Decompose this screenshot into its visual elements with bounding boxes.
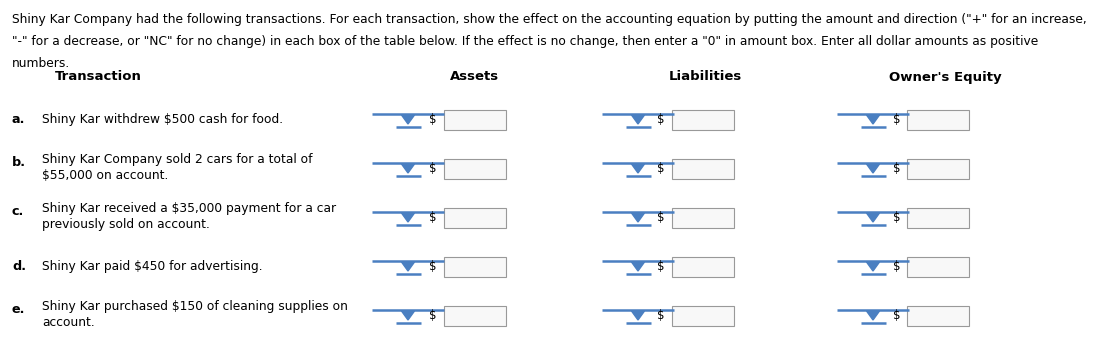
Text: a.: a. [12, 113, 25, 126]
FancyBboxPatch shape [907, 306, 969, 325]
Text: Shiny Kar withdrew $500 cash for food.: Shiny Kar withdrew $500 cash for food. [42, 113, 283, 126]
Text: $: $ [893, 260, 900, 273]
Text: $: $ [657, 113, 665, 126]
Text: $: $ [430, 260, 437, 273]
Text: $: $ [430, 309, 437, 322]
Polygon shape [631, 311, 644, 320]
Polygon shape [401, 164, 415, 173]
Polygon shape [866, 164, 880, 173]
FancyBboxPatch shape [907, 256, 969, 276]
Polygon shape [631, 164, 644, 173]
Text: $: $ [657, 309, 665, 322]
Polygon shape [401, 213, 415, 222]
FancyBboxPatch shape [444, 256, 507, 276]
Text: Assets: Assets [451, 70, 500, 83]
Polygon shape [866, 213, 880, 222]
Text: $: $ [430, 162, 437, 175]
FancyBboxPatch shape [672, 256, 734, 276]
Text: $55,000 on account.: $55,000 on account. [42, 169, 168, 182]
Text: Shiny Kar received a $35,000 payment for a car: Shiny Kar received a $35,000 payment for… [42, 202, 336, 215]
Polygon shape [866, 115, 880, 124]
FancyBboxPatch shape [444, 207, 507, 227]
FancyBboxPatch shape [444, 158, 507, 178]
Polygon shape [631, 262, 644, 271]
Text: Shiny Kar purchased $150 of cleaning supplies on: Shiny Kar purchased $150 of cleaning sup… [42, 300, 348, 313]
FancyBboxPatch shape [672, 207, 734, 227]
Text: e.: e. [12, 303, 25, 316]
Text: b.: b. [12, 156, 26, 169]
Text: numbers.: numbers. [12, 57, 70, 70]
Text: $: $ [893, 113, 900, 126]
Text: $: $ [657, 162, 665, 175]
Polygon shape [401, 311, 415, 320]
FancyBboxPatch shape [672, 109, 734, 129]
Polygon shape [631, 213, 644, 222]
Text: $: $ [893, 211, 900, 224]
FancyBboxPatch shape [444, 109, 507, 129]
Polygon shape [866, 311, 880, 320]
Text: c.: c. [12, 205, 24, 218]
Polygon shape [631, 115, 644, 124]
Text: "-" for a decrease, or "NC" for no change) in each box of the table below. If th: "-" for a decrease, or "NC" for no chang… [12, 35, 1038, 48]
Text: $: $ [430, 211, 437, 224]
FancyBboxPatch shape [672, 158, 734, 178]
Text: account.: account. [42, 316, 95, 329]
FancyBboxPatch shape [907, 109, 969, 129]
Text: $: $ [657, 260, 665, 273]
Text: Shiny Kar Company sold 2 cars for a total of: Shiny Kar Company sold 2 cars for a tota… [42, 153, 313, 166]
Text: d.: d. [12, 260, 26, 273]
Text: Transaction: Transaction [55, 70, 142, 83]
FancyBboxPatch shape [907, 207, 969, 227]
Text: $: $ [893, 162, 900, 175]
Polygon shape [401, 115, 415, 124]
Text: Shiny Kar paid $450 for advertising.: Shiny Kar paid $450 for advertising. [42, 260, 263, 273]
FancyBboxPatch shape [672, 306, 734, 325]
FancyBboxPatch shape [444, 306, 507, 325]
Polygon shape [401, 262, 415, 271]
Text: previously sold on account.: previously sold on account. [42, 218, 210, 231]
Text: Shiny Kar Company had the following transactions. For each transaction, show the: Shiny Kar Company had the following tran… [12, 13, 1086, 26]
Text: $: $ [430, 113, 437, 126]
Text: Liabilities: Liabilities [668, 70, 742, 83]
FancyBboxPatch shape [907, 158, 969, 178]
Polygon shape [866, 262, 880, 271]
Text: Owner's Equity: Owner's Equity [888, 70, 1001, 83]
Text: $: $ [657, 211, 665, 224]
Text: $: $ [893, 309, 900, 322]
